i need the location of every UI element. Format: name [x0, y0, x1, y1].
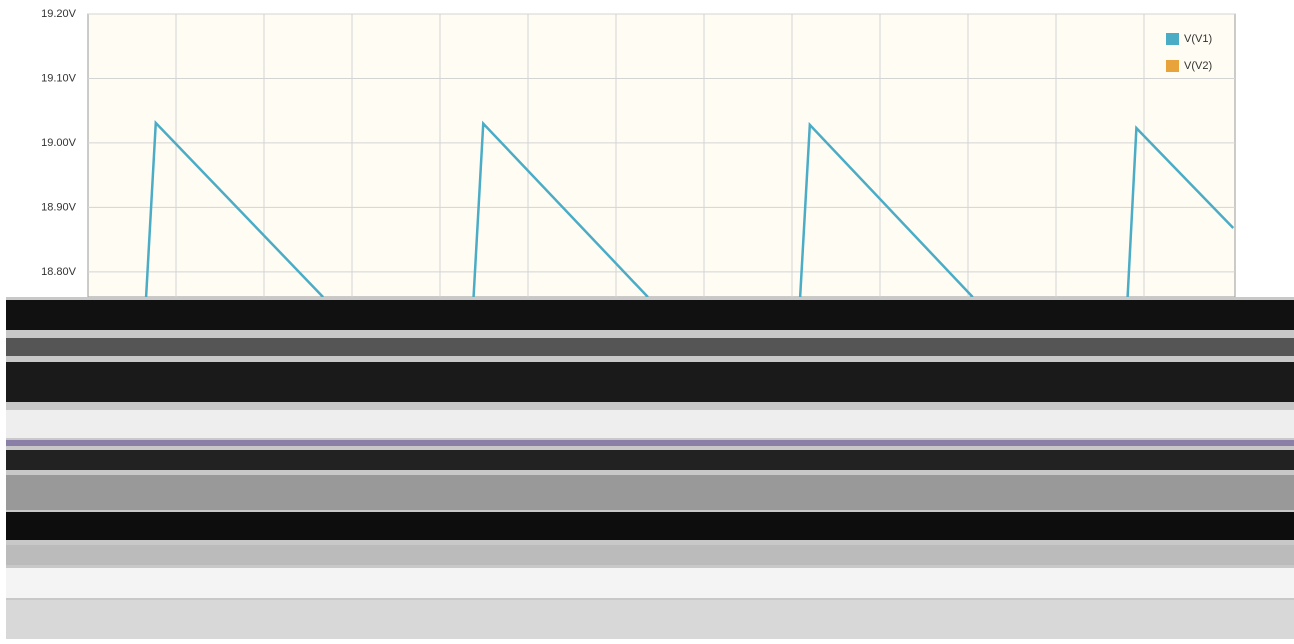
legend-label: V(V2) [1184, 60, 1212, 72]
y-tick-label: 19.20V [41, 8, 77, 20]
band [6, 362, 1294, 402]
band [6, 450, 1294, 470]
band [6, 410, 1294, 438]
y-tick-label: 19.10V [41, 72, 77, 84]
band [6, 338, 1294, 356]
legend-label: V(V1) [1184, 33, 1212, 45]
band [6, 440, 1294, 446]
band [6, 300, 1294, 330]
legend-swatch [1166, 60, 1179, 72]
band [6, 568, 1294, 598]
y-tick-label: 18.80V [41, 266, 77, 278]
band [6, 600, 1294, 639]
band [6, 475, 1294, 510]
band [6, 545, 1294, 565]
corrupted-region [6, 297, 1294, 639]
plot-area [88, 14, 1235, 297]
y-tick-label: 19.00V [41, 137, 77, 149]
legend-swatch [1166, 33, 1179, 45]
legend: V(V1) V(V2) [1157, 26, 1229, 78]
page: 19.20V 19.10V 19.00V 18.90V 18.80V V(V1) V(V2… [0, 0, 1294, 639]
y-tick-label: 18.90V [41, 201, 77, 213]
band [6, 512, 1294, 540]
chart: 19.20V 19.10V 19.00V 18.90V 18.80V V(V1) V(V2… [0, 0, 1294, 639]
